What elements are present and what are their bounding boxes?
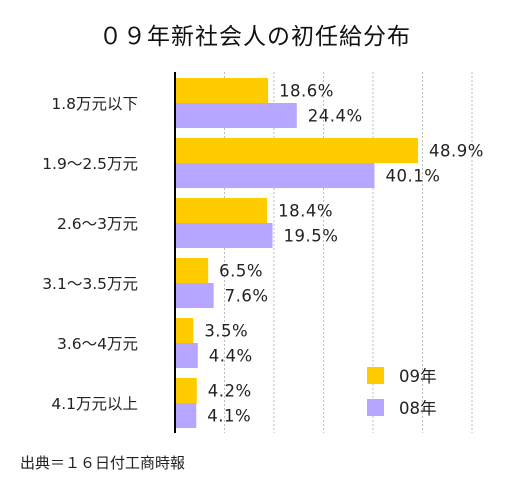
data-label: 40.1% [385, 167, 440, 186]
data-label: 19.5% [284, 227, 339, 246]
data-label: 4.2% [208, 382, 252, 401]
data-label: 6.5% [219, 262, 263, 281]
category-labels: 1.8万元以下 1.9～2.5万元 2.6～3万元 3.1～3.5万元 3.6～4万元 4… [42, 95, 138, 413]
bar-series2 [176, 403, 197, 428]
bar-series1 [176, 78, 269, 103]
bar-series2 [176, 163, 375, 188]
data-label: 48.9% [429, 142, 484, 161]
bar-series2 [176, 223, 273, 248]
category-label: 4.1万元以上 [51, 395, 138, 413]
data-labels: 18.6% 24.4% 48.9% 40.1% 18.4% 19.5% 6.5% 7.6% 3.… [204, 82, 484, 426]
bar-series1 [176, 318, 194, 343]
bar-series1 [176, 378, 197, 403]
bar-series1 [176, 198, 268, 223]
bar-series2 [176, 283, 214, 308]
category-label: 2.6～3万元 [57, 215, 138, 233]
category-label: 1.8万元以下 [51, 95, 138, 113]
bars [176, 78, 419, 428]
bar-series2 [176, 103, 297, 128]
category-label: 3.6～4万元 [57, 335, 138, 353]
data-label: 18.6% [279, 82, 334, 101]
data-label: 24.4% [308, 107, 363, 126]
bar-series2 [176, 343, 198, 368]
source-note: 出典＝１６日付工商時報 [20, 454, 185, 472]
grid-lines [224, 72, 473, 433]
category-label: 3.1～3.5万元 [42, 275, 138, 293]
data-label: 18.4% [278, 202, 333, 221]
data-label: 4.4% [209, 347, 253, 366]
legend-swatch [367, 367, 384, 384]
legend-swatch [367, 399, 384, 416]
bar-series1 [176, 138, 419, 163]
legend-label: 09年 [399, 367, 437, 386]
bar-series1 [176, 258, 209, 283]
data-label: 3.5% [204, 322, 248, 341]
chart-title: ０９年新社会人の初任給分布 [99, 24, 411, 50]
legend-label: 08年 [399, 399, 437, 418]
category-label: 1.9～2.5万元 [42, 155, 138, 173]
legend: 09年 08年 [367, 367, 437, 418]
data-label: 7.6% [225, 287, 269, 306]
data-label: 4.1% [207, 407, 251, 426]
